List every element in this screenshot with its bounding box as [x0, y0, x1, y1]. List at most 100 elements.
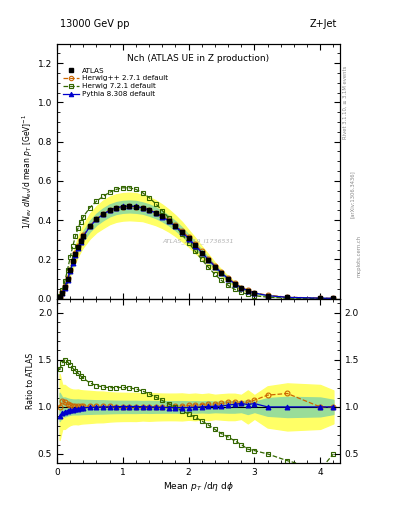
Herwig++ 2.7.1 default	[147, 207, 151, 213]
Pythia 8.308 default	[160, 214, 165, 220]
Herwig 7.2.1 default	[265, 294, 270, 300]
Herwig++ 2.7.1 default	[73, 250, 78, 256]
Pythia 8.308 default	[57, 294, 62, 300]
Herwig++ 2.7.1 default	[186, 234, 191, 240]
Herwig++ 2.7.1 default	[219, 269, 224, 275]
Herwig 7.2.1 default	[120, 185, 125, 191]
Herwig 7.2.1 default	[226, 282, 230, 288]
ATLAS	[114, 205, 119, 211]
Herwig++ 2.7.1 default	[101, 211, 105, 217]
Herwig 7.2.1 default	[147, 195, 151, 201]
Y-axis label: $1/N_{ev}$ $dN_{ev}$/d mean $p_T$ $[\mathrm{GeV}]^{-1}$: $1/N_{ev}$ $dN_{ev}$/d mean $p_T$ $[\mat…	[20, 114, 35, 229]
Text: [arXiv:1306.3436]: [arXiv:1306.3436]	[350, 170, 355, 219]
Herwig 7.2.1 default	[62, 278, 67, 284]
Herwig++ 2.7.1 default	[285, 294, 290, 300]
Herwig++ 2.7.1 default	[180, 228, 184, 234]
ATLAS	[213, 264, 217, 270]
Herwig++ 2.7.1 default	[70, 258, 75, 264]
ATLAS	[180, 228, 184, 234]
Herwig++ 2.7.1 default	[78, 237, 83, 243]
ATLAS	[127, 203, 132, 209]
Pythia 8.308 default	[219, 270, 224, 276]
ATLAS	[62, 284, 67, 290]
Pythia 8.308 default	[88, 223, 92, 229]
Text: Nch (ATLAS UE in Z production): Nch (ATLAS UE in Z production)	[127, 54, 270, 63]
Herwig++ 2.7.1 default	[246, 287, 250, 293]
Herwig 7.2.1 default	[199, 257, 204, 263]
Pythia 8.308 default	[331, 295, 336, 302]
Line: ATLAS: ATLAS	[57, 204, 336, 301]
Herwig++ 2.7.1 default	[88, 223, 92, 229]
Herwig++ 2.7.1 default	[134, 204, 138, 210]
Herwig++ 2.7.1 default	[76, 243, 81, 249]
Herwig 7.2.1 default	[331, 295, 336, 302]
Herwig++ 2.7.1 default	[114, 205, 119, 211]
Pythia 8.308 default	[173, 223, 178, 229]
Pythia 8.308 default	[252, 290, 257, 296]
Herwig++ 2.7.1 default	[213, 263, 217, 269]
Herwig 7.2.1 default	[213, 271, 217, 278]
Herwig 7.2.1 default	[68, 254, 72, 261]
Y-axis label: Ratio to ATLAS: Ratio to ATLAS	[26, 353, 35, 409]
Text: mcplots.cern.ch: mcplots.cern.ch	[357, 235, 362, 277]
ATLAS	[318, 295, 323, 301]
Pythia 8.308 default	[120, 203, 125, 209]
ATLAS	[206, 257, 211, 263]
Herwig 7.2.1 default	[318, 295, 323, 302]
ATLAS	[193, 242, 198, 248]
Herwig++ 2.7.1 default	[81, 232, 86, 239]
Pythia 8.308 default	[62, 285, 67, 291]
Pythia 8.308 default	[213, 264, 217, 270]
Herwig++ 2.7.1 default	[60, 289, 64, 295]
Pythia 8.308 default	[285, 294, 290, 301]
Pythia 8.308 default	[73, 252, 78, 258]
ATLAS	[252, 290, 257, 296]
ATLAS	[232, 281, 237, 287]
Herwig 7.2.1 default	[239, 289, 244, 295]
Herwig++ 2.7.1 default	[127, 203, 132, 209]
Herwig 7.2.1 default	[219, 278, 224, 284]
Herwig 7.2.1 default	[186, 240, 191, 246]
Herwig 7.2.1 default	[167, 215, 171, 221]
ATLAS	[167, 218, 171, 224]
Herwig 7.2.1 default	[94, 198, 99, 204]
Pythia 8.308 default	[78, 239, 83, 245]
Text: Z+Jet: Z+Jet	[310, 19, 337, 30]
ATLAS	[186, 235, 191, 241]
ATLAS	[107, 207, 112, 214]
Herwig 7.2.1 default	[285, 295, 290, 301]
Herwig 7.2.1 default	[160, 207, 165, 214]
Herwig 7.2.1 default	[252, 293, 257, 299]
ATLAS	[88, 223, 92, 229]
ATLAS	[160, 213, 165, 219]
Herwig 7.2.1 default	[57, 293, 62, 299]
Herwig 7.2.1 default	[78, 219, 83, 225]
ATLAS	[101, 211, 105, 218]
ATLAS	[68, 267, 72, 273]
ATLAS	[73, 250, 78, 257]
Herwig 7.2.1 default	[140, 189, 145, 196]
Pythia 8.308 default	[206, 257, 211, 263]
Herwig 7.2.1 default	[114, 186, 119, 193]
ATLAS	[60, 290, 64, 296]
Herwig 7.2.1 default	[153, 201, 158, 207]
Herwig++ 2.7.1 default	[239, 285, 244, 291]
Herwig++ 2.7.1 default	[107, 207, 112, 213]
ATLAS	[57, 294, 62, 300]
Herwig++ 2.7.1 default	[173, 222, 178, 228]
ATLAS	[81, 233, 86, 239]
Pythia 8.308 default	[199, 249, 204, 255]
Herwig++ 2.7.1 default	[193, 241, 198, 247]
ATLAS	[331, 295, 336, 302]
Herwig++ 2.7.1 default	[65, 275, 70, 282]
ATLAS	[153, 209, 158, 216]
Herwig 7.2.1 default	[101, 194, 105, 200]
ATLAS	[173, 223, 178, 229]
ATLAS	[199, 249, 204, 255]
Pythia 8.308 default	[246, 288, 250, 294]
Pythia 8.308 default	[60, 290, 64, 296]
Herwig 7.2.1 default	[88, 205, 92, 211]
Herwig 7.2.1 default	[180, 231, 184, 238]
ATLAS	[140, 205, 145, 211]
Herwig 7.2.1 default	[134, 186, 138, 193]
